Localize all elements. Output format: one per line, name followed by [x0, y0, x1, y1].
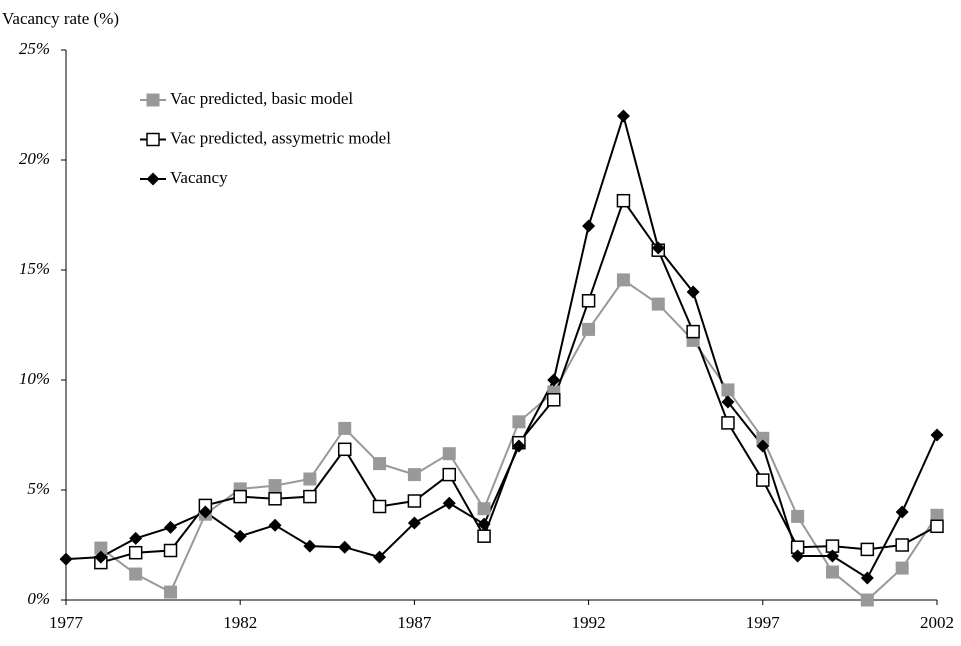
marker: [930, 519, 944, 534]
marker: [129, 531, 143, 545]
marker: [582, 219, 596, 233]
marker: [477, 502, 491, 516]
marker: [895, 538, 909, 552]
legend-marker: [146, 172, 160, 186]
marker: [547, 373, 561, 387]
marker: [791, 509, 805, 523]
marker: [616, 109, 630, 123]
marker: [686, 324, 700, 339]
marker: [442, 496, 456, 510]
marker: [233, 529, 247, 543]
marker: [651, 241, 665, 255]
marker: [442, 467, 456, 482]
marker: [373, 550, 387, 564]
y-axis-label: Vacancy rate (%): [2, 9, 119, 28]
y-tick-label: 25%: [19, 39, 50, 58]
marker: [756, 473, 770, 487]
marker: [337, 442, 352, 457]
marker: [616, 193, 631, 208]
y-tick-label: 20%: [19, 149, 50, 168]
x-tick-label: 1997: [746, 613, 781, 632]
marker: [582, 322, 596, 336]
marker: [512, 439, 526, 453]
marker: [791, 549, 805, 563]
y-tick-label: 0%: [27, 589, 50, 608]
marker: [512, 415, 526, 429]
marker: [338, 421, 352, 435]
marker: [407, 494, 422, 508]
y-tick-label: 10%: [19, 369, 50, 388]
marker: [895, 505, 909, 519]
marker: [686, 285, 700, 299]
legend-marker: [146, 132, 160, 147]
marker: [581, 294, 596, 308]
marker: [930, 508, 944, 522]
marker: [373, 457, 387, 471]
marker: [756, 431, 770, 445]
marker: [198, 505, 212, 519]
marker: [164, 520, 178, 534]
marker: [268, 479, 282, 493]
marker: [233, 489, 247, 504]
marker: [129, 567, 143, 581]
marker: [164, 585, 178, 599]
marker: [721, 416, 735, 430]
marker: [303, 472, 317, 486]
marker: [268, 518, 282, 532]
marker: [547, 393, 561, 407]
marker: [128, 545, 143, 560]
marker: [338, 540, 352, 554]
legend-label: Vacancy: [170, 168, 228, 187]
marker: [860, 542, 875, 557]
marker: [721, 395, 735, 409]
marker: [825, 565, 839, 579]
legend-marker: [146, 93, 160, 107]
marker: [94, 550, 108, 564]
marker: [860, 571, 874, 585]
x-tick-label: 1982: [223, 613, 257, 632]
marker: [860, 593, 874, 607]
marker: [930, 428, 944, 442]
x-tick-label: 1992: [572, 613, 606, 632]
marker: [94, 541, 108, 555]
marker: [477, 529, 491, 543]
x-tick-label: 2002: [920, 613, 954, 632]
marker: [268, 492, 282, 506]
marker: [372, 499, 387, 514]
legend-label: Vac predicted, basic model: [170, 89, 353, 108]
series-line: [100, 198, 938, 564]
marker: [303, 539, 317, 553]
y-tick-label: 5%: [27, 479, 50, 498]
marker: [407, 468, 421, 482]
marker: [59, 552, 73, 566]
marker: [616, 273, 630, 287]
marker: [163, 543, 178, 558]
marker: [477, 517, 491, 531]
x-tick-label: 1977: [49, 613, 84, 632]
marker: [895, 561, 909, 575]
marker: [825, 549, 839, 563]
marker: [407, 516, 421, 530]
legend-label: Vac predicted, assymetric model: [170, 128, 391, 147]
marker: [442, 447, 456, 461]
marker: [721, 383, 735, 397]
marker: [303, 489, 317, 504]
marker: [756, 439, 770, 453]
marker: [651, 297, 665, 311]
y-tick-label: 15%: [19, 259, 50, 278]
x-tick-label: 1987: [397, 613, 432, 632]
